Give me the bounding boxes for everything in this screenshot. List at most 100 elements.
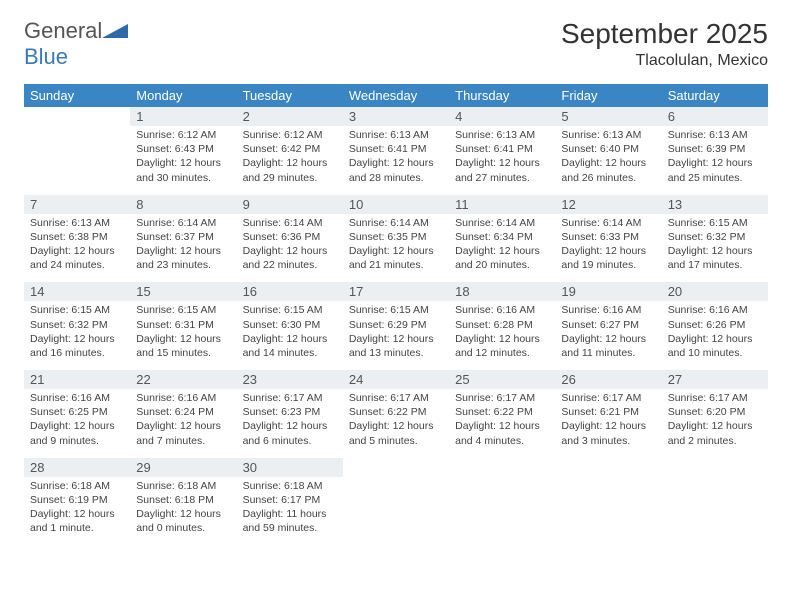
sunset-text: Sunset: 6:28 PM: [455, 318, 549, 332]
calendar-cell: 2Sunrise: 6:12 AMSunset: 6:42 PMDaylight…: [237, 107, 343, 195]
calendar-cell: 15Sunrise: 6:15 AMSunset: 6:31 PMDayligh…: [130, 282, 236, 370]
daylight-text: and 17 minutes.: [668, 258, 762, 272]
calendar-cell: 11Sunrise: 6:14 AMSunset: 6:34 PMDayligh…: [449, 195, 555, 283]
calendar-cell: 3Sunrise: 6:13 AMSunset: 6:41 PMDaylight…: [343, 107, 449, 195]
daylight-text: and 26 minutes.: [561, 171, 655, 185]
sunrise-text: Sunrise: 6:14 AM: [349, 216, 443, 230]
day-number: 9: [237, 195, 343, 214]
day-body: Sunrise: 6:15 AMSunset: 6:30 PMDaylight:…: [237, 301, 343, 370]
calendar-cell: 12Sunrise: 6:14 AMSunset: 6:33 PMDayligh…: [555, 195, 661, 283]
sunrise-text: Sunrise: 6:16 AM: [561, 303, 655, 317]
day-body: Sunrise: 6:13 AMSunset: 6:39 PMDaylight:…: [662, 126, 768, 195]
logo-text: General Blue: [24, 18, 128, 70]
calendar-cell: 17Sunrise: 6:15 AMSunset: 6:29 PMDayligh…: [343, 282, 449, 370]
day-number: 13: [662, 195, 768, 214]
sunset-text: Sunset: 6:41 PM: [349, 142, 443, 156]
calendar-cell: 16Sunrise: 6:15 AMSunset: 6:30 PMDayligh…: [237, 282, 343, 370]
dow-header-row: Sunday Monday Tuesday Wednesday Thursday…: [24, 84, 768, 107]
day-number: 27: [662, 370, 768, 389]
sunset-text: Sunset: 6:29 PM: [349, 318, 443, 332]
day-body: Sunrise: 6:15 AMSunset: 6:32 PMDaylight:…: [24, 301, 130, 370]
sunset-text: Sunset: 6:26 PM: [668, 318, 762, 332]
day-number: 25: [449, 370, 555, 389]
sunrise-text: Sunrise: 6:14 AM: [561, 216, 655, 230]
daylight-text: Daylight: 12 hours: [243, 419, 337, 433]
daylight-text: Daylight: 12 hours: [349, 156, 443, 170]
daylight-text: and 12 minutes.: [455, 346, 549, 360]
daylight-text: and 59 minutes.: [243, 521, 337, 535]
day-number: 1: [130, 107, 236, 126]
sunrise-text: Sunrise: 6:16 AM: [30, 391, 124, 405]
daylight-text: and 16 minutes.: [30, 346, 124, 360]
day-body: Sunrise: 6:16 AMSunset: 6:25 PMDaylight:…: [24, 389, 130, 458]
sunset-text: Sunset: 6:36 PM: [243, 230, 337, 244]
calendar-cell: 19Sunrise: 6:16 AMSunset: 6:27 PMDayligh…: [555, 282, 661, 370]
sunset-text: Sunset: 6:17 PM: [243, 493, 337, 507]
calendar-cell: 5Sunrise: 6:13 AMSunset: 6:40 PMDaylight…: [555, 107, 661, 195]
calendar-cell: 27Sunrise: 6:17 AMSunset: 6:20 PMDayligh…: [662, 370, 768, 458]
sunrise-text: Sunrise: 6:18 AM: [136, 479, 230, 493]
day-number: 3: [343, 107, 449, 126]
logo-text1: General: [24, 18, 102, 43]
day-body: Sunrise: 6:17 AMSunset: 6:20 PMDaylight:…: [662, 389, 768, 458]
day-body: Sunrise: 6:17 AMSunset: 6:23 PMDaylight:…: [237, 389, 343, 458]
day-body: Sunrise: 6:17 AMSunset: 6:21 PMDaylight:…: [555, 389, 661, 458]
daylight-text: and 28 minutes.: [349, 171, 443, 185]
calendar-cell: 23Sunrise: 6:17 AMSunset: 6:23 PMDayligh…: [237, 370, 343, 458]
daylight-text: Daylight: 12 hours: [561, 419, 655, 433]
day-body: Sunrise: 6:13 AMSunset: 6:41 PMDaylight:…: [343, 126, 449, 195]
sunset-text: Sunset: 6:23 PM: [243, 405, 337, 419]
sunrise-text: Sunrise: 6:15 AM: [349, 303, 443, 317]
calendar-cell: 6Sunrise: 6:13 AMSunset: 6:39 PMDaylight…: [662, 107, 768, 195]
sunrise-text: Sunrise: 6:13 AM: [455, 128, 549, 142]
daylight-text: and 4 minutes.: [455, 434, 549, 448]
calendar-week-row: 21Sunrise: 6:16 AMSunset: 6:25 PMDayligh…: [24, 370, 768, 458]
day-body: Sunrise: 6:14 AMSunset: 6:36 PMDaylight:…: [237, 214, 343, 283]
daylight-text: Daylight: 12 hours: [136, 332, 230, 346]
daylight-text: Daylight: 12 hours: [30, 419, 124, 433]
daylight-text: and 7 minutes.: [136, 434, 230, 448]
day-number: 19: [555, 282, 661, 301]
calendar-cell: 29Sunrise: 6:18 AMSunset: 6:18 PMDayligh…: [130, 458, 236, 546]
calendar-cell: 10Sunrise: 6:14 AMSunset: 6:35 PMDayligh…: [343, 195, 449, 283]
sunset-text: Sunset: 6:25 PM: [30, 405, 124, 419]
calendar-cell: 14Sunrise: 6:15 AMSunset: 6:32 PMDayligh…: [24, 282, 130, 370]
day-number: 10: [343, 195, 449, 214]
sunset-text: Sunset: 6:37 PM: [136, 230, 230, 244]
calendar-cell: 26Sunrise: 6:17 AMSunset: 6:21 PMDayligh…: [555, 370, 661, 458]
day-body: Sunrise: 6:13 AMSunset: 6:41 PMDaylight:…: [449, 126, 555, 195]
title-block: September 2025 Tlacolulan, Mexico: [561, 18, 768, 70]
calendar-cell: 8Sunrise: 6:14 AMSunset: 6:37 PMDaylight…: [130, 195, 236, 283]
calendar-cell: 24Sunrise: 6:17 AMSunset: 6:22 PMDayligh…: [343, 370, 449, 458]
calendar-cell: [662, 458, 768, 546]
sunrise-text: Sunrise: 6:13 AM: [668, 128, 762, 142]
sunrise-text: Sunrise: 6:15 AM: [30, 303, 124, 317]
daylight-text: and 29 minutes.: [243, 171, 337, 185]
day-body: Sunrise: 6:14 AMSunset: 6:35 PMDaylight:…: [343, 214, 449, 283]
sunrise-text: Sunrise: 6:17 AM: [349, 391, 443, 405]
daylight-text: and 13 minutes.: [349, 346, 443, 360]
daylight-text: Daylight: 12 hours: [136, 507, 230, 521]
sunset-text: Sunset: 6:27 PM: [561, 318, 655, 332]
day-body: Sunrise: 6:18 AMSunset: 6:19 PMDaylight:…: [24, 477, 130, 546]
daylight-text: Daylight: 12 hours: [243, 156, 337, 170]
day-number: 7: [24, 195, 130, 214]
sunrise-text: Sunrise: 6:12 AM: [243, 128, 337, 142]
sunrise-text: Sunrise: 6:18 AM: [30, 479, 124, 493]
day-body: Sunrise: 6:17 AMSunset: 6:22 PMDaylight:…: [343, 389, 449, 458]
day-body: Sunrise: 6:12 AMSunset: 6:43 PMDaylight:…: [130, 126, 236, 195]
day-number: 20: [662, 282, 768, 301]
daylight-text: Daylight: 12 hours: [136, 244, 230, 258]
sunrise-text: Sunrise: 6:17 AM: [243, 391, 337, 405]
daylight-text: Daylight: 11 hours: [243, 507, 337, 521]
calendar-cell: 7Sunrise: 6:13 AMSunset: 6:38 PMDaylight…: [24, 195, 130, 283]
sunrise-text: Sunrise: 6:12 AM: [136, 128, 230, 142]
daylight-text: Daylight: 12 hours: [668, 156, 762, 170]
sunrise-text: Sunrise: 6:15 AM: [668, 216, 762, 230]
day-body: Sunrise: 6:14 AMSunset: 6:37 PMDaylight:…: [130, 214, 236, 283]
dow-thursday: Thursday: [449, 84, 555, 107]
sunset-text: Sunset: 6:39 PM: [668, 142, 762, 156]
daylight-text: and 1 minute.: [30, 521, 124, 535]
calendar-cell: 1Sunrise: 6:12 AMSunset: 6:43 PMDaylight…: [130, 107, 236, 195]
day-number: 4: [449, 107, 555, 126]
